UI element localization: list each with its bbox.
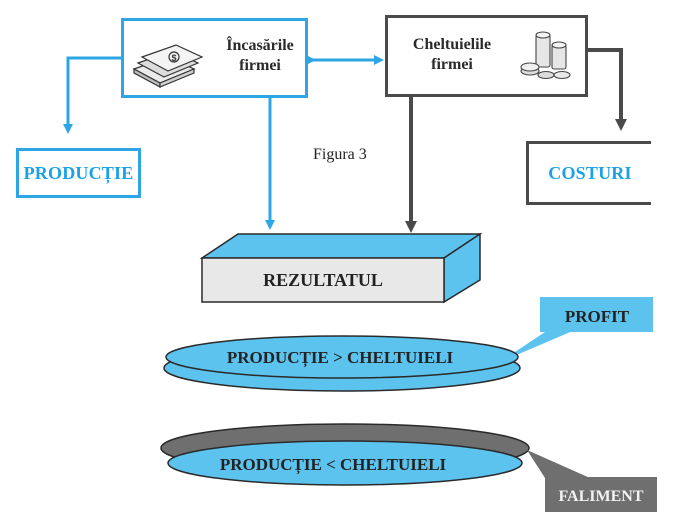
profit-label: PROFIT xyxy=(565,307,630,326)
figure-caption: Figura 3 xyxy=(313,146,367,163)
rezultatul-box: REZULTATUL xyxy=(199,232,483,304)
profit-condition-label: PRODUCȚIE > CHELTUIELI xyxy=(227,348,454,368)
cheltuieli-label-line2: firmei xyxy=(431,56,473,73)
faliment-callout: FALIMENT xyxy=(527,450,657,512)
productie-box: PRODUCȚIE xyxy=(16,148,141,198)
profit-condition-ellipse: PRODUCȚIE > CHELTUIELI xyxy=(163,335,521,392)
cheltuieli-box: Cheltuielile firmei xyxy=(385,15,588,97)
faliment-condition-label: PRODUCȚIE < CHELTUIELI xyxy=(220,455,447,475)
incasari-label-line1: Încasările xyxy=(226,37,294,54)
coin-stacks-icon xyxy=(520,31,571,80)
productie-label: PRODUCȚIE xyxy=(23,162,134,183)
faliment-condition-ellipse: PRODUCȚIE < CHELTUIELI xyxy=(160,423,530,486)
faliment-label: FALIMENT xyxy=(558,488,643,505)
cheltuieli-label-line1: Cheltuielile xyxy=(412,36,492,53)
profit-callout: PROFIT xyxy=(500,297,653,362)
svg-text:$: $ xyxy=(171,53,176,63)
money-bills-icon: $ xyxy=(132,44,204,89)
costuri-label: COSTURI xyxy=(548,162,632,183)
incasari-label-line2: firmei xyxy=(239,57,281,74)
costuri-box: COSTURI xyxy=(526,141,651,205)
arrow-cheltuieli-to-costuri xyxy=(588,48,627,131)
arrow-incasari-to-productie xyxy=(63,56,122,134)
rezultatul-label: REZULTATUL xyxy=(263,270,383,290)
incasari-box: $ Încasările firmei xyxy=(121,18,308,98)
